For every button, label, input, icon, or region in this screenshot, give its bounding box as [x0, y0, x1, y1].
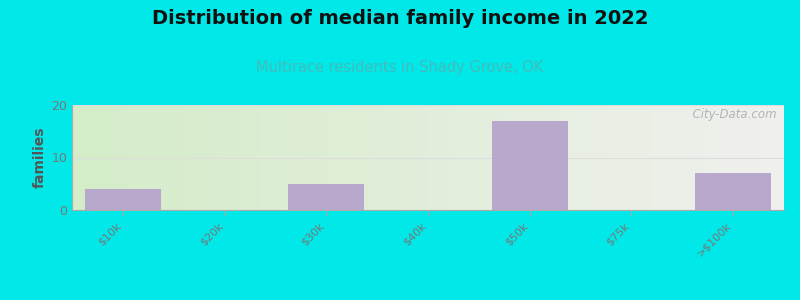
Text: City-Data.com: City-Data.com: [686, 108, 777, 121]
Bar: [288, 184, 365, 210]
Y-axis label: families: families: [33, 127, 47, 188]
Text: Distribution of median family income in 2022: Distribution of median family income in …: [152, 9, 648, 28]
Bar: [85, 189, 161, 210]
Bar: [491, 121, 568, 210]
Text: Multirace residents in Shady Grove, OK: Multirace residents in Shady Grove, OK: [256, 60, 544, 75]
Bar: [695, 173, 771, 210]
